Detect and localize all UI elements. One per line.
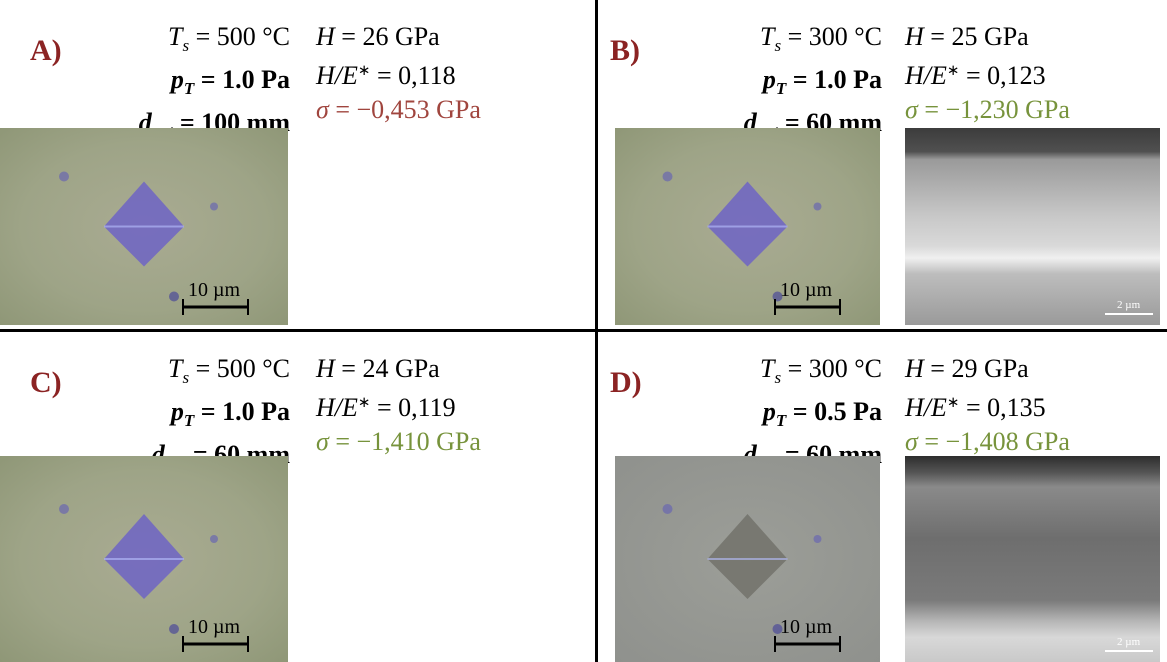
pressure-subscript: T [184,79,194,98]
hardness-modulus-ratio-superscript: ∗ [358,63,371,79]
hardness-modulus-ratio-symbol: H/E [316,393,358,422]
optical-micrograph: 10 µm [615,128,880,325]
hardness-modulus-ratio-value: = 0,123 [959,61,1045,90]
scale-bar-label: 10 µm [188,616,240,639]
hardness-modulus-ratio: H/E∗ = 0,119 [316,386,481,425]
hardness-symbol: H [905,354,924,383]
hardness-modulus-ratio-superscript: ∗ [947,63,960,79]
sem-scale-bar-label: 2 µm [1117,636,1140,648]
hardness-value: = 24 GPa [335,354,440,383]
hardness-modulus-ratio: H/E∗ = 0,123 [905,54,1070,93]
indent [615,456,880,662]
indent [615,128,880,325]
temperature-value: = 500 °C [189,354,290,383]
panel-label: D) [610,366,642,400]
hardness-modulus-ratio-value: = 0,135 [959,393,1045,422]
residual-stress: σ = −1,230 GPa [905,93,1070,127]
temperature: Ts = 300 °C [744,352,882,395]
hardness-value: = 25 GPa [924,22,1029,51]
pressure: pT = 1.0 Pa [139,63,290,106]
residual-stress-symbol: σ [316,95,329,124]
pressure-subscript: T [776,79,786,98]
hardness-value: = 29 GPa [924,354,1029,383]
panel-label: A) [30,34,62,68]
pressure-symbol: p [763,397,776,426]
indent [0,128,288,325]
hardness-value: = 26 GPa [335,22,440,51]
scale-bar-label: 10 µm [780,279,832,302]
residual-stress-value: = −1,410 GPa [329,427,481,456]
residual-stress-symbol: σ [905,95,918,124]
residual-stress-value: = −1,408 GPa [918,427,1070,456]
sem-scale-bar [1105,650,1153,652]
panel-label: B) [610,34,640,68]
hardness-symbol: H [316,354,335,383]
sem-scale-bar [1105,313,1153,315]
sem-micrograph: 2 µm [905,456,1160,662]
residual-stress: σ = −0,453 GPa [316,93,481,127]
pressure-value: = 1.0 Pa [786,65,882,94]
indent [0,456,288,662]
optical-micrograph: 10 µm [0,128,288,325]
pressure: pT = 1.0 Pa [152,395,290,438]
scale-bar-label: 10 µm [780,616,832,639]
pressure: pT = 1.0 Pa [744,63,882,106]
residual-stress: σ = −1,410 GPa [316,425,481,459]
sem-micrograph: 2 µm [905,128,1160,325]
temperature-symbol: T [168,354,182,383]
pressure-value: = 1.0 Pa [194,397,290,426]
sem-scale-bar-label: 2 µm [1117,299,1140,311]
hardness-symbol: H [316,22,335,51]
pressure-subscript: T [184,411,194,430]
temperature: Ts = 300 °C [744,20,882,63]
horizontal-divider [0,329,1167,332]
residual-stress-symbol: σ [316,427,329,456]
optical-micrograph: 10 µm [615,456,880,662]
hardness-modulus-ratio: H/E∗ = 0,135 [905,386,1070,425]
pressure: pT = 0.5 Pa [744,395,882,438]
hardness-symbol: H [905,22,924,51]
hardness: H = 29 GPa [905,352,1070,386]
temperature-value: = 500 °C [189,22,290,51]
residual-stress-value: = −0,453 GPa [329,95,481,124]
hardness-modulus-ratio: H/E∗ = 0,118 [316,54,481,93]
temperature-value: = 300 °C [781,22,882,51]
hardness-modulus-ratio-symbol: H/E [905,61,947,90]
residual-stress: σ = −1,408 GPa [905,425,1070,459]
hardness: H = 25 GPa [905,20,1070,54]
hardness-modulus-ratio-value: = 0,119 [370,393,455,422]
panel-label: C) [30,366,62,400]
hardness: H = 26 GPa [316,20,481,54]
pressure-symbol: p [763,65,776,94]
pressure-subscript: T [776,411,786,430]
pressure-value: = 1.0 Pa [194,65,290,94]
hardness: H = 24 GPa [316,352,481,386]
pressure-symbol: p [171,65,184,94]
temperature-symbol: T [760,22,774,51]
hardness-modulus-ratio-superscript: ∗ [947,395,960,411]
hardness-modulus-ratio-superscript: ∗ [358,395,371,411]
scale-bar-label: 10 µm [188,279,240,302]
temperature-value: = 300 °C [781,354,882,383]
temperature-symbol: T [168,22,182,51]
optical-micrograph: 10 µm [0,456,288,662]
figure: A)Ts = 500 °CpT = 1.0 Pads−t = 100 mmH =… [0,0,1167,662]
pressure-symbol: p [171,397,184,426]
residual-stress-symbol: σ [905,427,918,456]
pressure-value: = 0.5 Pa [786,397,882,426]
hardness-modulus-ratio-symbol: H/E [905,393,947,422]
hardness-modulus-ratio-symbol: H/E [316,61,358,90]
hardness-modulus-ratio-value: = 0,118 [370,61,455,90]
temperature: Ts = 500 °C [152,352,290,395]
temperature: Ts = 500 °C [139,20,290,63]
residual-stress-value: = −1,230 GPa [918,95,1070,124]
temperature-symbol: T [760,354,774,383]
